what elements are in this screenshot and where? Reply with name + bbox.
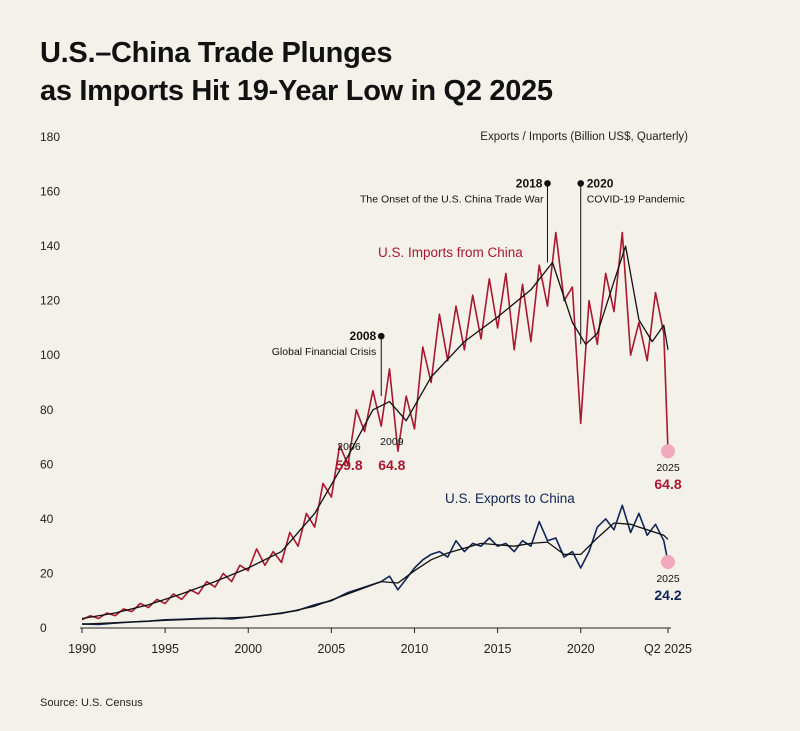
exports-trend-line [81,522,669,625]
y-tick-label: 20 [40,566,54,580]
annotation-text: The Onset of the U.S. China Trade War [360,193,544,205]
x-tick-label: 2010 [401,642,429,656]
y-tick-label: 140 [40,239,60,253]
annotation-marker [377,332,385,340]
imports-line [81,231,669,621]
x-tick-label: 2000 [234,642,262,656]
exports-series-label: U.S. Exports to China [445,491,575,506]
y-tick-label: 0 [40,621,47,635]
x-tick-label: 2015 [484,642,512,656]
imports-trend-line [81,245,669,620]
y-tick-label: 40 [40,512,54,526]
y-tick-label: 160 [40,185,60,199]
point-label-year: 2009 [380,436,404,448]
title-line-1: U.S.–China Trade Plunges [40,37,393,69]
annotation-text: Global Financial Crisis [272,346,376,358]
imports-latest-highlight [661,444,675,459]
annotation-year: 2020 [587,176,614,190]
chart-title: U.S.–China Trade Plunges as Imports Hit … [40,34,553,110]
imports-series-label: U.S. Imports from China [378,245,523,260]
annotation-year: 2018 [516,176,543,190]
y-tick-label: 100 [40,348,60,362]
y-tick-label: 120 [40,294,60,308]
annotation-text: COVID-19 Pandemic [587,193,685,205]
point-label-year: 2025 [656,573,680,585]
y-axis-title: Exports / Imports (Billion US$, Quarterl… [480,131,688,143]
point-label-year: 2006 [337,441,361,453]
y-tick-label: 60 [40,457,54,471]
x-tick-label: 1990 [68,642,96,656]
x-tick-label: 2005 [317,642,345,656]
point-label-year: 2025 [656,462,680,474]
annotation-marker [577,180,585,187]
y-tick-label: 80 [40,403,54,417]
annotation-year: 2008 [350,329,377,343]
x-tick-label: 2020 [567,642,595,656]
y-tick-label: 180 [40,130,60,144]
x-tick-label: 1995 [151,642,179,656]
exports-line [81,504,669,626]
source-note: Source: U.S. Census [40,697,143,709]
point-label-value: 59.8 [335,457,362,473]
annotation-marker [544,180,551,187]
title-line-2: as Imports Hit 19-Year Low in Q2 2025 [40,75,553,107]
point-label-value: 64.8 [378,457,405,473]
point-label-value: 64.8 [654,476,681,492]
point-label-value: 24.2 [654,587,681,603]
x-tick-label: Q2 2025 [644,642,692,656]
exports-latest-highlight [661,554,675,569]
